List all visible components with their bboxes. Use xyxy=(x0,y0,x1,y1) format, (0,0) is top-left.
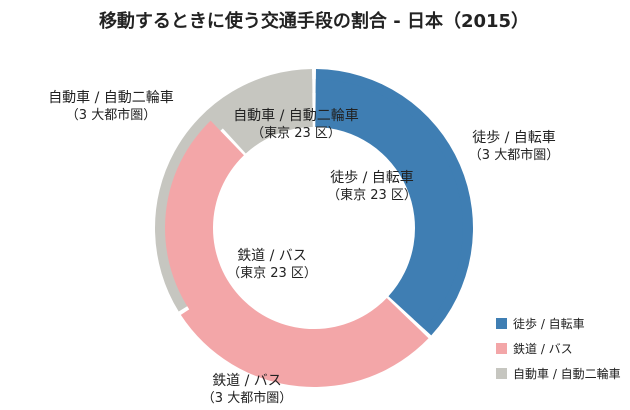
inner-slice-0 xyxy=(315,79,463,329)
slice-label-0-0: 徒歩 / 自転車（3 大都市圏） xyxy=(469,129,559,163)
slice-label-0-1: 鉄道 / バス（3 大都市圏） xyxy=(202,373,292,406)
slice-label-1-0: 徒歩 / 自転車（東京 23 区） xyxy=(327,169,417,203)
outer-slice-0 xyxy=(315,69,473,336)
inner-ring xyxy=(165,79,463,377)
legend-label-1: 鉄道 / バス xyxy=(513,341,573,356)
legend-swatch-2 xyxy=(496,368,507,379)
legend-label-0: 徒歩 / 自転車 xyxy=(513,316,585,331)
legend-label-2: 自動車 / 自動二輪車 xyxy=(513,366,621,381)
chart-title: 移動するときに使う交通手段の割合 - 日本（2015） xyxy=(99,10,529,32)
inner-slice-1 xyxy=(165,120,422,377)
legend-swatch-1 xyxy=(496,343,507,354)
outer-slice-2 xyxy=(154,69,313,312)
slice-label-1-1: 鉄道 / バス（東京 23 区） xyxy=(227,248,317,281)
legend-swatch-0 xyxy=(496,318,507,329)
inner-slice-2 xyxy=(213,79,313,154)
slice-label-0-2: 自動車 / 自動二輪車（3 大都市圏） xyxy=(48,89,174,123)
slice-label-1-2: 自動車 / 自動二輪車（東京 23 区） xyxy=(233,107,359,141)
slice-labels: 徒歩 / 自転車（3 大都市圏） 鉄道 / バス（3 大都市圏） 自動車 / 自動二… xyxy=(48,89,559,406)
